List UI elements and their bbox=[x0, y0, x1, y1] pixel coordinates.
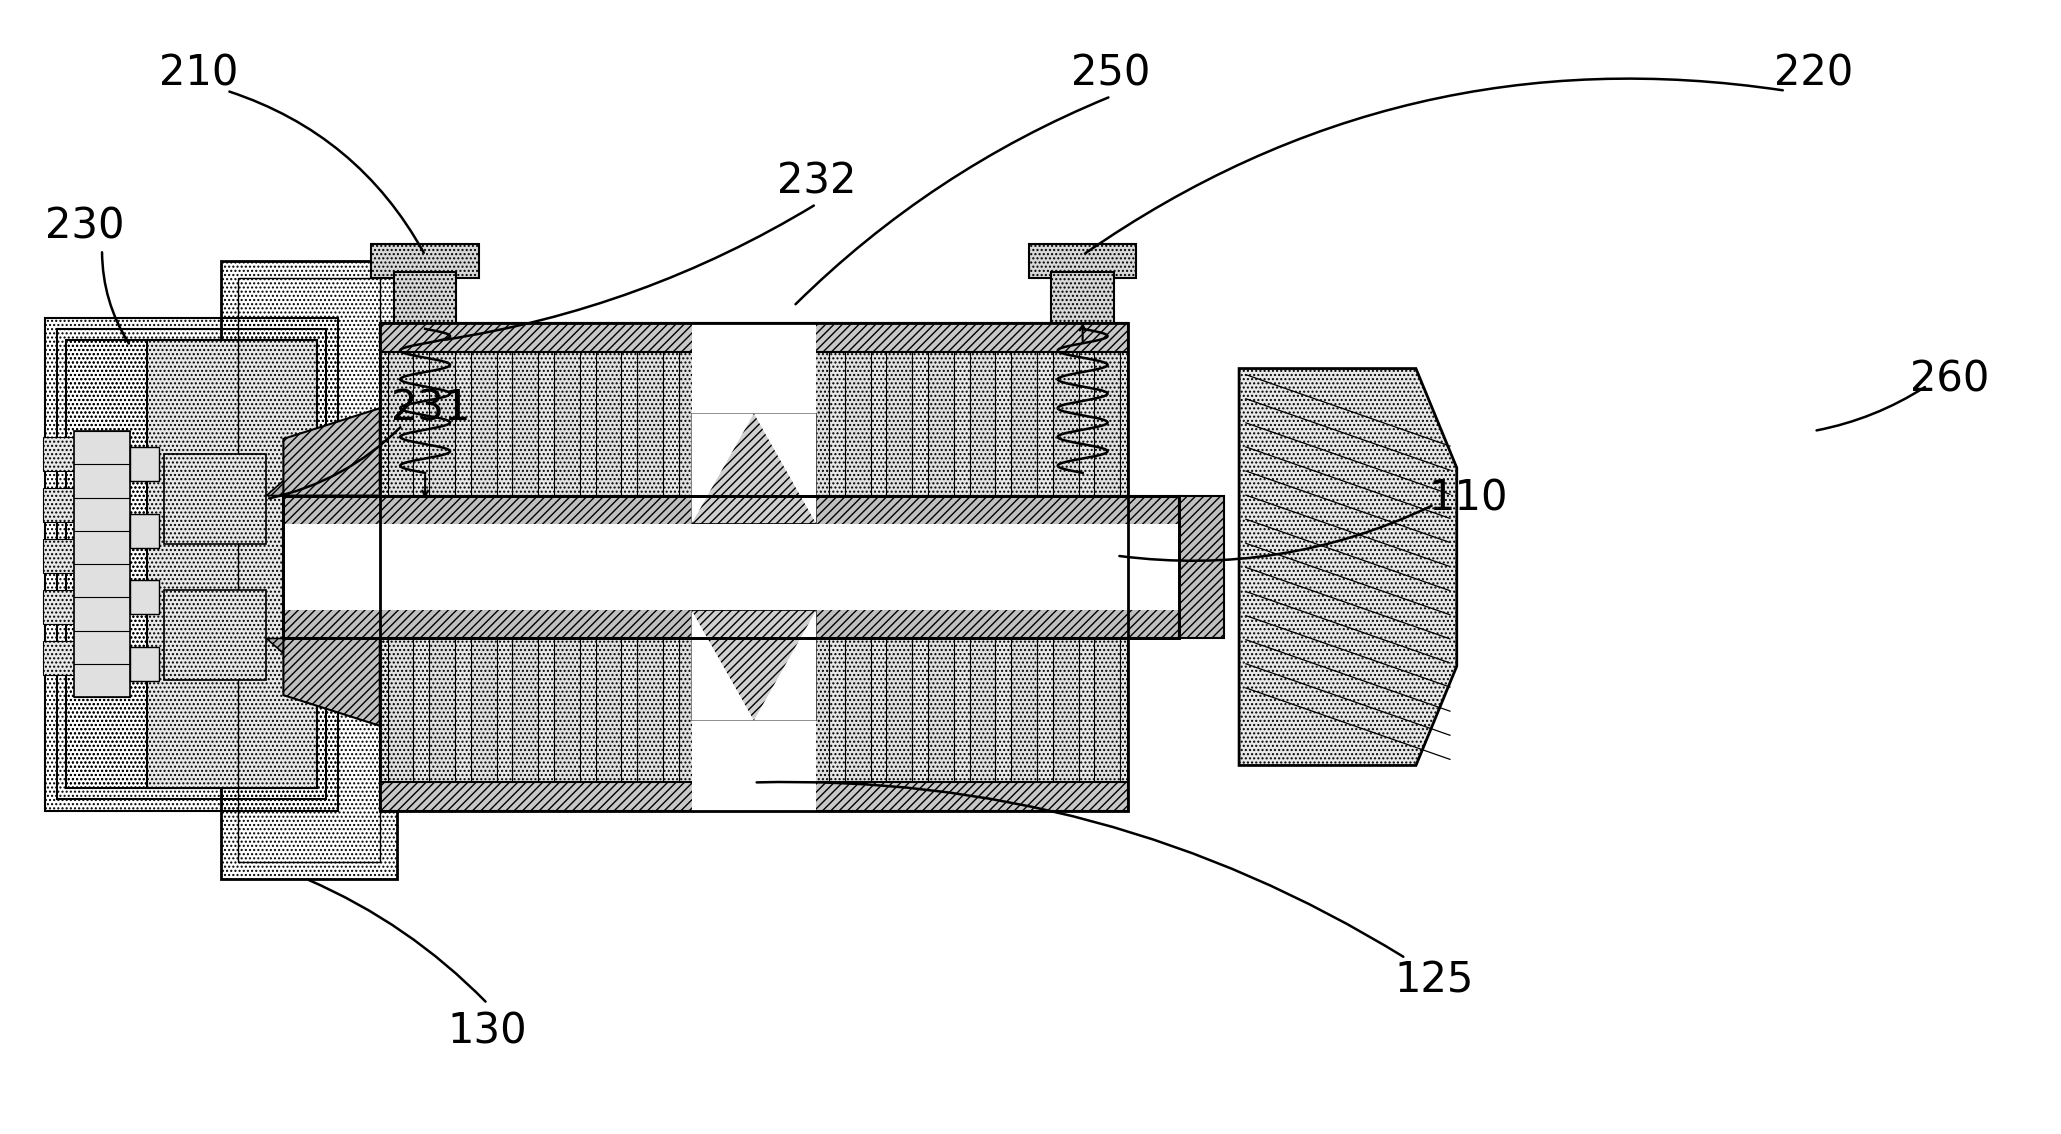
Bar bbox=[554, 323, 579, 524]
Bar bbox=[513, 323, 538, 524]
Bar bbox=[165, 590, 266, 680]
Bar bbox=[43, 488, 76, 522]
Polygon shape bbox=[1239, 369, 1457, 765]
Bar bbox=[470, 610, 497, 811]
Bar bbox=[886, 323, 913, 524]
Bar bbox=[927, 610, 954, 811]
Bar bbox=[596, 323, 620, 524]
Bar bbox=[763, 610, 787, 811]
Bar bbox=[394, 272, 455, 323]
Text: 231: 231 bbox=[392, 387, 470, 430]
Bar bbox=[284, 524, 1179, 610]
Bar bbox=[692, 323, 816, 524]
Bar bbox=[804, 323, 829, 524]
Bar bbox=[43, 641, 76, 675]
Bar bbox=[379, 323, 1127, 524]
Polygon shape bbox=[754, 610, 816, 720]
Polygon shape bbox=[754, 414, 816, 524]
Bar bbox=[927, 323, 954, 524]
Bar bbox=[1012, 323, 1037, 524]
Bar bbox=[379, 323, 1127, 811]
Bar bbox=[845, 323, 870, 524]
Text: 210: 210 bbox=[159, 52, 239, 95]
Polygon shape bbox=[692, 610, 754, 720]
Bar bbox=[165, 454, 266, 544]
Polygon shape bbox=[284, 638, 379, 726]
Bar bbox=[387, 323, 414, 524]
Bar bbox=[387, 610, 414, 811]
Bar bbox=[221, 261, 398, 879]
Bar bbox=[284, 496, 1179, 638]
Bar bbox=[1028, 244, 1136, 278]
Text: 232: 232 bbox=[777, 160, 855, 203]
Bar bbox=[763, 323, 787, 524]
Bar bbox=[429, 610, 455, 811]
Bar bbox=[371, 244, 478, 278]
Polygon shape bbox=[266, 638, 311, 678]
Bar bbox=[719, 610, 746, 811]
Bar bbox=[58, 329, 326, 799]
Bar bbox=[692, 610, 816, 811]
Polygon shape bbox=[266, 456, 311, 496]
Text: 125: 125 bbox=[1395, 959, 1474, 1002]
Bar bbox=[845, 610, 870, 811]
Bar bbox=[43, 539, 76, 573]
Bar bbox=[1094, 323, 1119, 524]
Bar bbox=[969, 323, 995, 524]
Bar bbox=[130, 648, 159, 682]
Text: 250: 250 bbox=[1072, 52, 1150, 95]
Bar bbox=[886, 610, 913, 811]
Bar bbox=[678, 610, 705, 811]
Bar bbox=[678, 323, 705, 524]
Bar bbox=[969, 610, 995, 811]
Bar bbox=[130, 447, 159, 481]
Bar bbox=[637, 323, 664, 524]
Text: 230: 230 bbox=[45, 205, 126, 248]
Bar bbox=[637, 610, 664, 811]
Bar bbox=[239, 278, 379, 862]
Bar bbox=[66, 340, 317, 788]
Bar bbox=[1051, 272, 1113, 323]
Bar bbox=[429, 323, 455, 524]
Bar bbox=[1012, 610, 1037, 811]
Text: 110: 110 bbox=[1428, 477, 1509, 521]
Bar bbox=[719, 323, 746, 524]
Text: 220: 220 bbox=[1775, 52, 1853, 95]
Bar bbox=[43, 590, 76, 624]
Bar bbox=[130, 514, 159, 548]
Bar bbox=[284, 567, 1179, 638]
Bar bbox=[470, 323, 497, 524]
Bar bbox=[379, 610, 1127, 811]
Bar bbox=[74, 431, 130, 697]
Polygon shape bbox=[692, 414, 754, 524]
Bar bbox=[513, 610, 538, 811]
Bar bbox=[45, 318, 338, 811]
Bar bbox=[1094, 610, 1119, 811]
Bar bbox=[284, 496, 1179, 567]
Text: 130: 130 bbox=[447, 1010, 528, 1053]
Bar bbox=[1053, 323, 1078, 524]
Bar bbox=[43, 437, 76, 471]
Bar bbox=[554, 610, 579, 811]
Bar bbox=[1179, 496, 1224, 638]
Bar bbox=[596, 610, 620, 811]
Bar bbox=[692, 610, 816, 720]
Bar bbox=[1053, 610, 1078, 811]
Bar bbox=[804, 610, 829, 811]
Text: 260: 260 bbox=[1911, 358, 1989, 401]
Bar bbox=[379, 782, 1127, 811]
Polygon shape bbox=[284, 408, 379, 496]
Bar bbox=[148, 340, 317, 788]
Bar bbox=[692, 414, 816, 524]
Bar bbox=[130, 581, 159, 615]
Bar bbox=[284, 496, 1179, 638]
Bar bbox=[379, 323, 1127, 352]
